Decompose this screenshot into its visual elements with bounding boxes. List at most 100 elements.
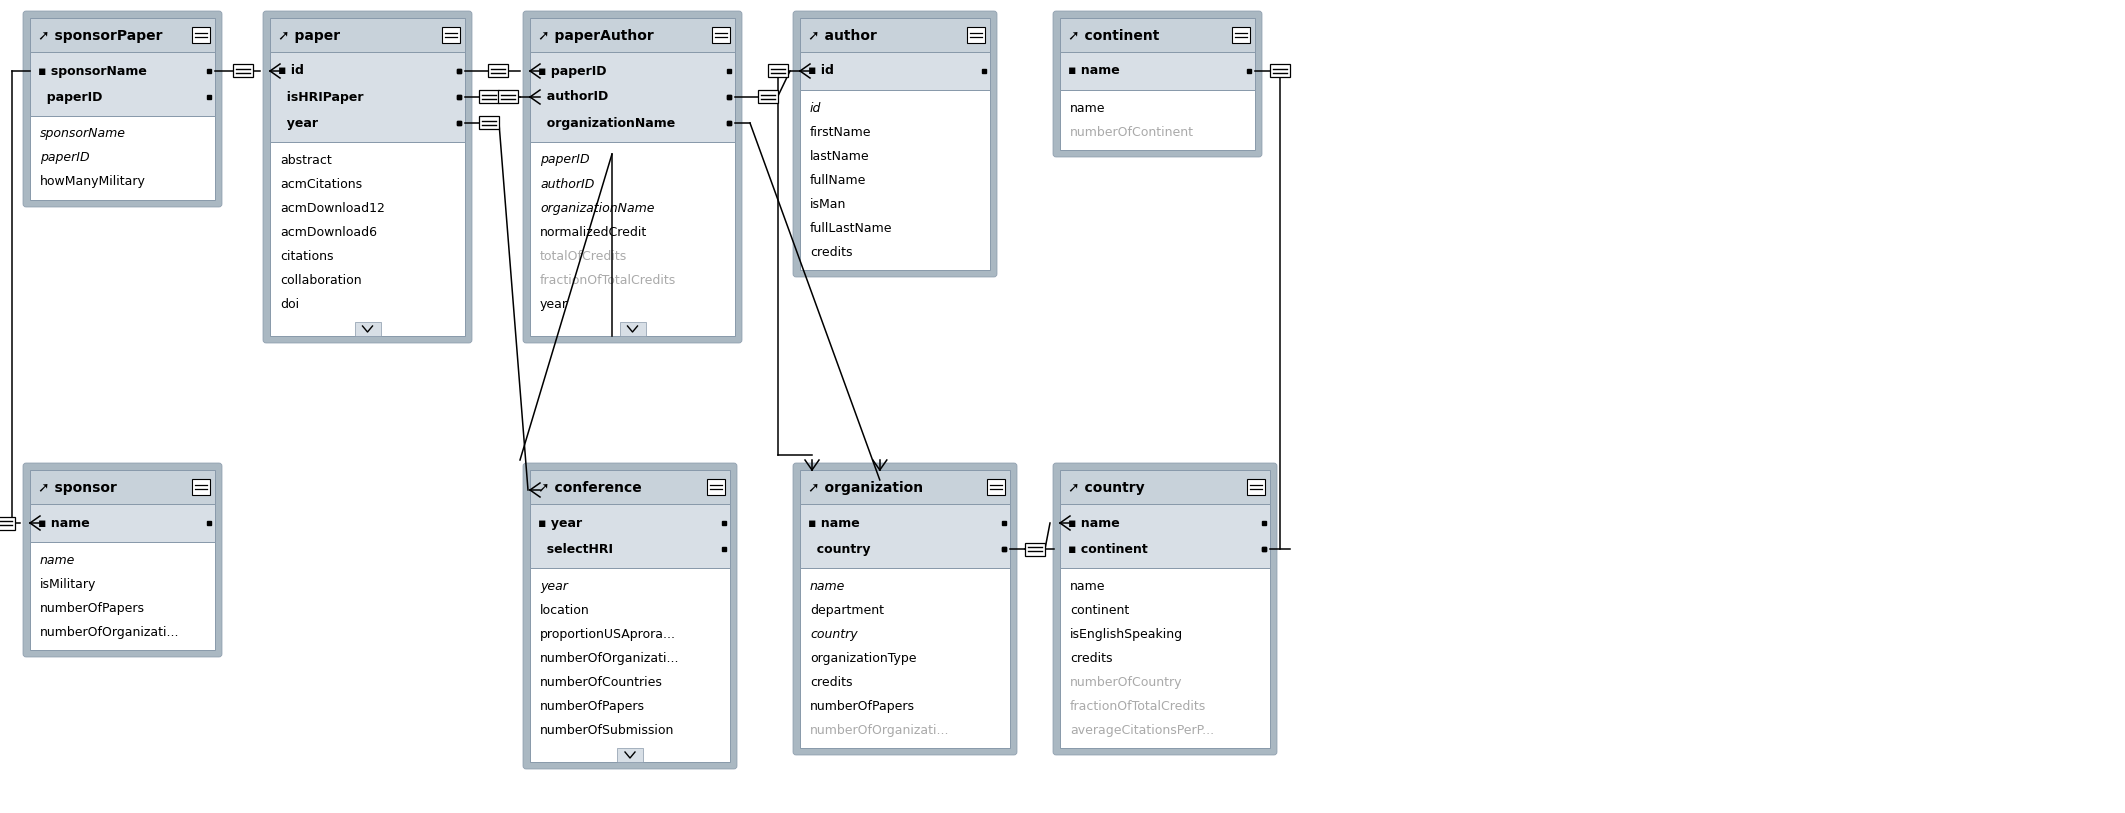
Text: fullLastName: fullLastName: [810, 221, 892, 234]
Bar: [270, 52, 465, 142]
Bar: [0, 516, 15, 529]
Text: ➚ organization: ➚ organization: [808, 480, 922, 494]
Bar: [1060, 90, 1256, 150]
Text: paperID: paperID: [40, 151, 89, 164]
Bar: [1060, 52, 1256, 90]
Bar: [1247, 479, 1264, 495]
Text: credits: credits: [810, 246, 852, 259]
Text: collaboration: collaboration: [280, 273, 361, 286]
Bar: [712, 27, 731, 43]
Text: ➚ conference: ➚ conference: [538, 480, 642, 494]
Bar: [529, 568, 731, 762]
Bar: [799, 504, 1009, 568]
Text: organizationName: organizationName: [540, 202, 654, 215]
Text: selectHRI: selectHRI: [538, 542, 612, 555]
Text: numberOfPapers: numberOfPapers: [810, 699, 916, 712]
Text: isEnglishSpeaking: isEnglishSpeaking: [1071, 628, 1184, 641]
Text: numberOfCountry: numberOfCountry: [1071, 676, 1182, 689]
Bar: [1060, 568, 1271, 748]
Text: howManyMilitary: howManyMilitary: [40, 176, 147, 189]
Bar: [986, 479, 1005, 495]
Bar: [799, 52, 990, 90]
FancyBboxPatch shape: [793, 11, 997, 277]
Text: numberOfContinent: numberOfContinent: [1071, 125, 1194, 138]
Bar: [191, 27, 210, 43]
FancyBboxPatch shape: [23, 11, 221, 207]
Text: citations: citations: [280, 250, 334, 263]
Text: year: year: [540, 580, 567, 593]
Text: isMilitary: isMilitary: [40, 577, 96, 590]
Text: isHRIPaper: isHRIPaper: [278, 90, 363, 103]
Text: doi: doi: [280, 298, 300, 311]
Text: ▪ name: ▪ name: [1069, 64, 1120, 77]
Text: name: name: [1071, 102, 1105, 115]
Bar: [529, 470, 731, 504]
Text: ➚ sponsorPaper: ➚ sponsorPaper: [38, 28, 162, 42]
Text: ▪ year: ▪ year: [538, 516, 582, 529]
Bar: [1060, 470, 1271, 504]
Text: credits: credits: [1071, 651, 1114, 664]
Text: numberOfCountries: numberOfCountries: [540, 676, 663, 689]
Text: organizationType: organizationType: [810, 651, 916, 664]
FancyBboxPatch shape: [793, 463, 1018, 755]
Text: year: year: [278, 116, 319, 129]
Bar: [1060, 18, 1256, 52]
Bar: [442, 27, 459, 43]
Text: location: location: [540, 603, 591, 616]
Text: acmCitations: acmCitations: [280, 177, 361, 190]
Text: credits: credits: [810, 676, 852, 689]
Text: numberOfOrganizati...: numberOfOrganizati...: [40, 625, 178, 638]
Text: ▪ id: ▪ id: [808, 64, 833, 77]
Text: authorID: authorID: [540, 177, 595, 190]
Text: fullName: fullName: [810, 173, 867, 186]
Text: fractionOfTotalCredits: fractionOfTotalCredits: [540, 273, 676, 286]
Bar: [529, 504, 731, 568]
Text: proportionUSAprora...: proportionUSAprora...: [540, 628, 676, 641]
Text: id: id: [810, 102, 822, 115]
Bar: [270, 142, 465, 336]
Text: numberOfPapers: numberOfPapers: [40, 602, 144, 615]
Bar: [529, 142, 735, 336]
FancyBboxPatch shape: [523, 463, 737, 769]
Bar: [529, 52, 735, 142]
FancyBboxPatch shape: [1054, 11, 1262, 157]
Bar: [756, 90, 778, 103]
Text: ▪ name: ▪ name: [808, 516, 861, 529]
Bar: [1232, 27, 1250, 43]
Bar: [1024, 542, 1046, 555]
FancyBboxPatch shape: [264, 11, 472, 343]
Bar: [767, 64, 788, 77]
Bar: [529, 18, 735, 52]
FancyBboxPatch shape: [1054, 463, 1277, 755]
Bar: [30, 504, 215, 542]
Text: ▪ paperID: ▪ paperID: [538, 64, 606, 77]
Text: abstract: abstract: [280, 154, 332, 167]
Text: fractionOfTotalCredits: fractionOfTotalCredits: [1071, 699, 1207, 712]
Bar: [1060, 504, 1271, 568]
Bar: [620, 322, 646, 336]
Text: lastName: lastName: [810, 150, 869, 163]
Text: acmDownload12: acmDownload12: [280, 202, 385, 215]
Text: ➚ paperAuthor: ➚ paperAuthor: [538, 28, 654, 42]
FancyBboxPatch shape: [23, 463, 221, 657]
Bar: [799, 90, 990, 270]
Bar: [708, 479, 725, 495]
Text: ➚ paper: ➚ paper: [278, 28, 340, 42]
Bar: [232, 64, 253, 77]
Bar: [30, 470, 215, 504]
Bar: [799, 470, 1009, 504]
Text: ➚ author: ➚ author: [808, 28, 878, 42]
Bar: [270, 18, 465, 52]
Text: numberOfOrganizati...: numberOfOrganizati...: [540, 651, 680, 664]
Bar: [967, 27, 986, 43]
Text: name: name: [810, 580, 846, 593]
Text: name: name: [40, 554, 74, 567]
Text: country: country: [810, 628, 858, 641]
Text: numberOfOrganizati...: numberOfOrganizati...: [810, 724, 950, 737]
Text: ▪ name: ▪ name: [38, 516, 89, 529]
Text: averageCitationsPerP...: averageCitationsPerP...: [1071, 724, 1213, 737]
Bar: [355, 322, 380, 336]
FancyBboxPatch shape: [523, 11, 742, 343]
Text: ▪ continent: ▪ continent: [1069, 542, 1148, 555]
Text: ▪ id: ▪ id: [278, 64, 304, 77]
